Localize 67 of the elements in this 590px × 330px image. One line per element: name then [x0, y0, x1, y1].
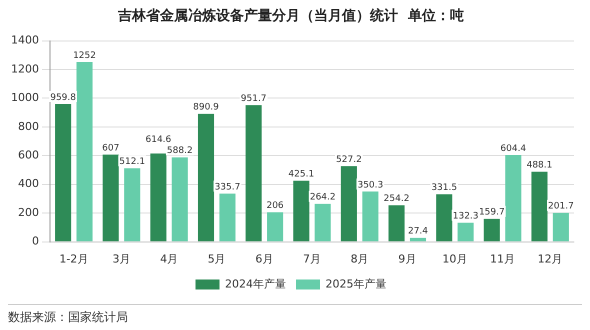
data-label: 264.2 — [310, 192, 336, 203]
bar — [436, 194, 452, 242]
data-label: 951.7 — [240, 94, 267, 104]
bar — [388, 205, 405, 242]
data-label: 159.7 — [478, 208, 505, 218]
source-note: 数据来源：国家统计局 — [8, 310, 128, 324]
bar — [340, 166, 357, 242]
y-tick-label: 200 — [18, 206, 39, 219]
bar — [124, 168, 140, 242]
x-tick-label: 3月 — [112, 252, 130, 266]
x-tick-label: 12月 — [538, 252, 563, 266]
bar — [267, 212, 284, 242]
data-label: 890.9 — [193, 102, 220, 113]
data-label: 614.6 — [145, 135, 172, 146]
y-tick-label: 400 — [18, 177, 39, 190]
data-label: 1252 — [73, 50, 96, 61]
x-tick-label: 7月 — [302, 252, 321, 266]
bar — [362, 192, 378, 242]
x-tick-label: 11月 — [490, 252, 516, 266]
bar — [76, 62, 93, 242]
y-tick-label: 1000 — [10, 91, 39, 104]
bar — [172, 157, 188, 242]
y-tick-label: 600 — [18, 148, 39, 162]
data-label: 604.4 — [500, 144, 526, 154]
x-tick-label: 9月 — [398, 252, 416, 266]
y-tick-label: 1200 — [10, 62, 39, 76]
bar — [102, 154, 119, 242]
data-label: 206 — [266, 201, 284, 212]
bar — [531, 172, 548, 242]
bar — [150, 154, 166, 242]
data-label: 331.5 — [431, 183, 458, 194]
bar — [55, 104, 72, 242]
data-label: 201.7 — [548, 202, 574, 212]
data-label: 588.2 — [166, 146, 193, 156]
y-tick-label: 800 — [18, 120, 39, 133]
y-tick-label: 1400 — [10, 34, 39, 47]
bar — [219, 194, 236, 242]
data-label: 27.4 — [408, 226, 428, 237]
data-label: 959.8 — [50, 92, 76, 103]
legend-label: 2024年产量 — [225, 277, 286, 290]
x-tick-label: 6月 — [255, 252, 274, 266]
bar — [505, 155, 522, 242]
data-label: 335.7 — [214, 182, 240, 192]
chart-title: 吉林省金属冶炼设备产量分月（当月值）统计 单位：吨 — [117, 7, 464, 24]
data-label: 607 — [102, 143, 120, 154]
x-tick-label: 4月 — [160, 252, 178, 266]
data-label: 512.1 — [119, 157, 146, 168]
data-label: 254.2 — [384, 194, 410, 204]
data-label: 488.1 — [526, 160, 552, 171]
bar — [552, 212, 569, 242]
bar — [198, 114, 214, 242]
data-label: 425.1 — [288, 170, 314, 180]
x-tick-label: 5月 — [208, 252, 226, 266]
legend-label: 2025年产量 — [326, 277, 386, 290]
bar — [410, 238, 426, 242]
data-label: 527.2 — [336, 154, 362, 165]
data-label: 132.3 — [452, 212, 479, 222]
x-tick-label: 8月 — [350, 252, 369, 266]
bar — [314, 204, 331, 242]
bar — [246, 105, 262, 242]
y-tick-label: 0 — [32, 234, 39, 248]
bar — [484, 218, 500, 242]
x-tick-label: 10月 — [442, 252, 468, 266]
data-label: 350.3 — [357, 180, 384, 190]
bar — [458, 222, 474, 242]
bar — [293, 180, 310, 242]
x-tick-label: 1-2月 — [59, 252, 88, 266]
